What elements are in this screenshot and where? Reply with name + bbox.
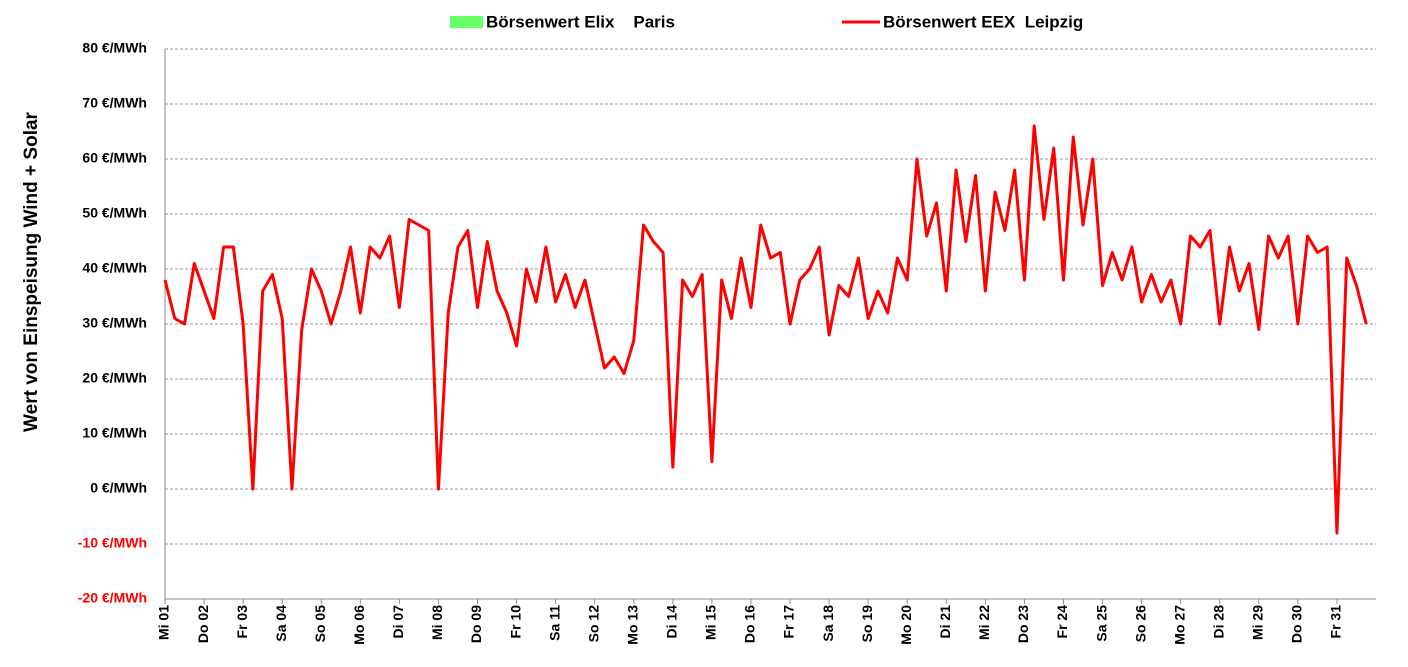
x-tick-label: Do 23 xyxy=(1015,605,1031,643)
y-tick-label: 70 €/MWh xyxy=(82,95,147,111)
y-tick-label: -10 €/MWh xyxy=(78,535,147,551)
y-tick-label: 80 €/MWh xyxy=(82,40,147,56)
x-tick-label: Mo 27 xyxy=(1171,605,1187,645)
y-axis-title: Wert von Einspeisung Wind + Solar xyxy=(21,111,42,431)
x-tick-label: Mi 01 xyxy=(156,605,172,640)
x-tick-label: Fr 24 xyxy=(1054,605,1070,639)
x-tick-label: Mi 08 xyxy=(429,605,445,640)
y-tick-label: 60 €/MWh xyxy=(82,150,147,166)
x-tick-label: Mi 22 xyxy=(976,605,992,640)
y-tick-label: 40 €/MWh xyxy=(82,260,147,276)
y-tick-label: 0 €/MWh xyxy=(90,480,147,496)
x-tick-label: Do 16 xyxy=(742,605,758,643)
x-tick-label: Di 14 xyxy=(664,605,680,639)
x-tick-label: Do 30 xyxy=(1289,605,1305,643)
x-tick-label: Fr 10 xyxy=(507,605,523,639)
x-tick-label: Sa 25 xyxy=(1093,605,1109,642)
x-tick-label: Do 09 xyxy=(468,605,484,643)
y-tick-label: 20 €/MWh xyxy=(82,370,147,386)
x-tick-label: Sa 04 xyxy=(273,605,289,642)
x-tick-label: Do 02 xyxy=(195,605,211,643)
y-tick-label: 10 €/MWh xyxy=(82,425,147,441)
x-tick-label: Mi 15 xyxy=(703,605,719,640)
y-tick-label: -20 €/MWh xyxy=(78,590,147,606)
x-tick-label: Mi 29 xyxy=(1250,605,1266,640)
x-tick-label: Mo 20 xyxy=(898,605,914,645)
legend-label: Börsenwert EEX Leipzig xyxy=(883,12,1083,31)
line xyxy=(163,124,1368,535)
x-tick-label: Sa 18 xyxy=(820,605,836,642)
x-tick-label: So 05 xyxy=(312,605,328,643)
y-tick-label: 30 €/MWh xyxy=(82,315,147,331)
x-tick-label: Di 28 xyxy=(1210,605,1226,639)
x-tick-label: Fr 17 xyxy=(781,605,797,639)
x-tick-label: Mo 13 xyxy=(624,605,640,645)
x-tick-label: So 26 xyxy=(1132,605,1148,643)
x-tick-label: So 12 xyxy=(585,605,601,643)
y-tick-label: 50 €/MWh xyxy=(82,205,147,221)
x-tick-label: Mo 06 xyxy=(351,605,367,645)
x-tick-label: Di 21 xyxy=(937,605,953,639)
legend-swatch xyxy=(450,16,483,28)
x-tick-label: Fr 03 xyxy=(234,605,250,639)
x-tick-label: Sa 11 xyxy=(546,605,562,641)
legend-label: Börsenwert Elix Paris xyxy=(486,12,675,31)
x-tick-label: Fr 31 xyxy=(1328,605,1344,639)
x-tick-label: So 19 xyxy=(859,605,875,643)
x-tick-label: Di 07 xyxy=(390,605,406,639)
